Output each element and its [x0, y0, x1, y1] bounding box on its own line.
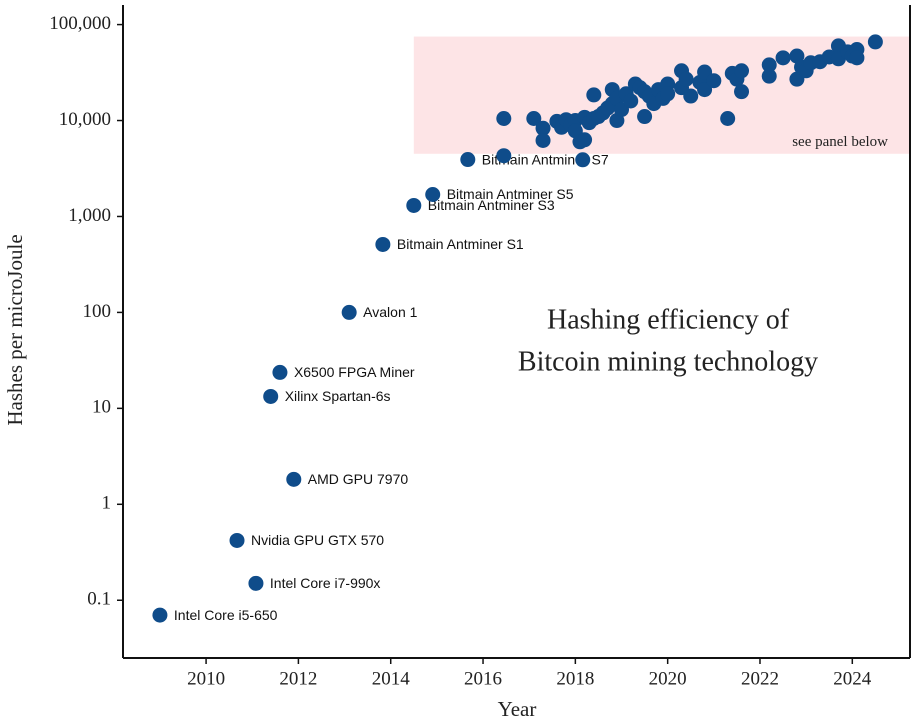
- y-tick-label: 10,000: [59, 109, 111, 130]
- x-tick-label: 2018: [556, 668, 594, 689]
- point: [660, 86, 676, 102]
- y-tick-label: 0.1: [87, 589, 111, 610]
- annotation: Bitcoin mining technology: [518, 346, 818, 377]
- point: [761, 68, 777, 84]
- point: [496, 148, 512, 164]
- y-tick-label: 100,000: [49, 13, 111, 34]
- point-label: AMD GPU 7970: [308, 471, 409, 487]
- x-tick-label: 2024: [833, 668, 872, 689]
- x-tick-label: 2020: [649, 668, 687, 689]
- y-axis-label: Hashes per microJoule: [3, 234, 27, 425]
- point: [683, 88, 699, 104]
- point: [577, 132, 593, 148]
- point-label: Bitmain Antminer S5: [447, 186, 574, 202]
- point: [867, 34, 883, 50]
- point-label: Bitmain Antminer S3: [428, 197, 555, 213]
- point: [535, 132, 551, 148]
- point-label: Intel Core i5-650: [174, 607, 278, 623]
- point: [460, 152, 476, 168]
- point-label: Intel Core i7-990x: [270, 575, 381, 591]
- point: [272, 364, 288, 380]
- y-tick-label: 100: [83, 301, 112, 322]
- x-tick-label: 2016: [464, 668, 502, 689]
- point: [286, 471, 302, 487]
- point-label: Avalon 1: [363, 304, 417, 320]
- point: [575, 152, 591, 168]
- point: [248, 575, 264, 591]
- point: [734, 84, 750, 100]
- point: [496, 110, 512, 126]
- point-label: X6500 FPGA Miner: [294, 364, 415, 380]
- x-tick-label: 2014: [372, 668, 411, 689]
- x-tick-label: 2022: [741, 668, 779, 689]
- point: [425, 187, 441, 203]
- point: [734, 63, 750, 79]
- point: [341, 304, 357, 320]
- point-label: Xilinx Spartan-6s: [285, 388, 391, 404]
- point: [535, 120, 551, 136]
- point: [849, 50, 865, 66]
- point: [678, 71, 694, 87]
- point: [706, 73, 722, 89]
- annotation: Hashing efficiency of: [547, 304, 790, 335]
- x-axis-label: Year: [498, 697, 537, 721]
- point: [720, 110, 736, 126]
- point: [697, 82, 713, 98]
- point: [586, 87, 602, 103]
- point: [406, 197, 422, 213]
- highlight-label: see panel below: [792, 134, 888, 150]
- point: [152, 607, 168, 623]
- point: [761, 57, 777, 73]
- point: [229, 532, 245, 548]
- point-label: Bitmain Antminer S1: [397, 236, 524, 252]
- point: [375, 236, 391, 252]
- point-label: Nvidia GPU GTX 570: [251, 532, 384, 548]
- point: [263, 388, 279, 404]
- x-tick-label: 2010: [187, 668, 225, 689]
- y-tick-label: 1,000: [68, 205, 111, 226]
- y-tick-label: 10: [92, 397, 111, 418]
- point: [623, 93, 639, 109]
- point: [775, 50, 791, 66]
- point: [526, 110, 542, 126]
- x-tick-label: 2012: [279, 668, 317, 689]
- point: [637, 109, 653, 125]
- y-tick-label: 1: [102, 493, 112, 514]
